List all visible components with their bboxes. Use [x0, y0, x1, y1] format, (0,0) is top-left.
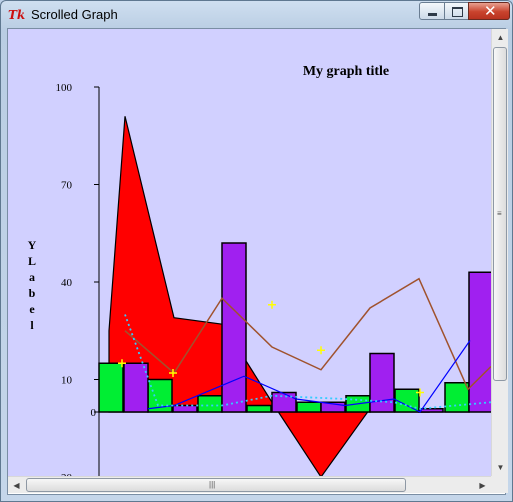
tick-label: 0	[91, 407, 97, 419]
purple-bar	[369, 352, 395, 413]
green-bar	[98, 362, 124, 413]
title-bar[interactable]: Tk Scrolled Graph ✕	[1, 1, 512, 29]
y-label-letter: b	[29, 286, 36, 300]
plot-area	[98, 116, 491, 476]
scroll-left-button[interactable]: ◀	[13, 481, 20, 490]
green-bar	[296, 401, 322, 413]
plus-marker	[416, 388, 424, 397]
green-bar	[444, 382, 470, 413]
grip-icon: ≡	[497, 209, 502, 218]
tick-label: 100	[56, 82, 73, 94]
tick-label: 10	[61, 375, 73, 387]
maximize-icon	[452, 7, 463, 17]
purple-bar	[468, 271, 491, 413]
purple-bar	[172, 404, 198, 413]
y-label-letter: a	[29, 270, 35, 284]
purple-bar	[418, 408, 444, 413]
close-icon: ✕	[484, 2, 497, 20]
maximize-button[interactable]	[444, 2, 469, 20]
horizontal-scrollbar[interactable]: ◀ ||| ▶	[8, 476, 491, 493]
purple-bar	[221, 242, 247, 413]
y-label-letter: L	[28, 254, 36, 268]
y-label-letter: e	[29, 302, 35, 316]
tick-label: 70	[61, 180, 73, 192]
minimize-button[interactable]	[419, 2, 445, 20]
scroll-right-button[interactable]: ▶	[479, 481, 486, 490]
scrollbar-corner	[491, 476, 508, 493]
vertical-scroll-thumb[interactable]: ≡	[493, 47, 507, 381]
dotted-line-series	[124, 314, 491, 410]
green-bar	[394, 388, 420, 413]
brown-line-series	[124, 277, 491, 391]
plus-marker	[268, 300, 276, 309]
green-bar	[197, 395, 223, 413]
plus-marker	[118, 359, 126, 368]
horizontal-scroll-thumb[interactable]: |||	[26, 478, 406, 492]
green-bar	[246, 404, 272, 413]
plus-marker	[169, 369, 177, 377]
chart-title: My graph title	[303, 64, 389, 79]
scroll-down-button[interactable]: ▼	[496, 463, 505, 472]
y-label-letter: l	[30, 318, 34, 332]
purple-bar	[123, 362, 149, 413]
grip-icon: |||	[209, 480, 216, 489]
tk-feather-icon: Tk	[8, 8, 26, 22]
plus-marker	[317, 346, 325, 355]
vertical-scrollbar[interactable]: ▲ ≡ ▼	[491, 29, 508, 476]
blue-line-series	[147, 340, 471, 413]
close-button[interactable]: ✕	[468, 2, 510, 20]
window-title: Scrolled Graph	[31, 7, 118, 22]
purple-bar	[271, 391, 297, 413]
tick-label: 40	[61, 277, 73, 289]
area-series	[108, 116, 468, 476]
minimize-icon	[428, 13, 437, 16]
purple-bar	[320, 401, 346, 413]
tick-label: -20	[57, 472, 72, 476]
scroll-up-button[interactable]: ▲	[496, 33, 505, 42]
y-label-letter: Y	[28, 238, 37, 252]
